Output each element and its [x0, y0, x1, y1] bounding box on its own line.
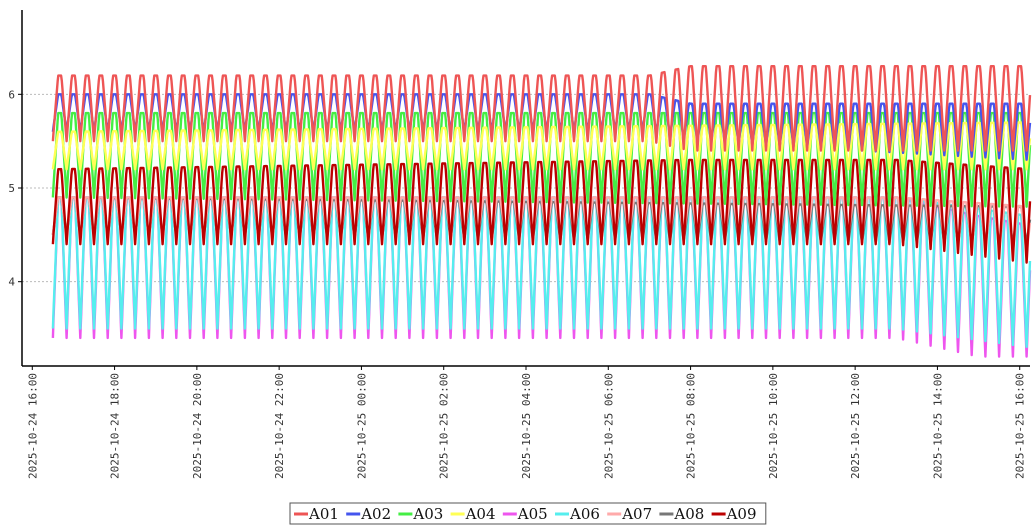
series-line-a03 — [51, 111, 1032, 208]
legend-label-a03: A03 — [412, 505, 443, 523]
x-tick-label: 2025-10-24 18:00 — [109, 373, 122, 479]
x-tick-label: 2025-10-25 10:00 — [767, 373, 780, 479]
x-tick-label: 2025-10-25 06:00 — [602, 373, 615, 479]
x-tick-label: 2025-10-25 08:00 — [685, 373, 698, 479]
x-tick-label: 2025-10-25 02:00 — [438, 373, 451, 479]
legend-label-a01: A01 — [308, 505, 339, 523]
legend-label-a08: A08 — [673, 505, 704, 523]
x-tick-label: 2025-10-25 16:00 — [1014, 373, 1027, 479]
x-tick-label: 2025-10-24 16:00 — [26, 373, 39, 479]
legend-box — [289, 502, 767, 525]
y-tick-label: 4 — [8, 276, 15, 289]
legend-label-a04: A04 — [465, 505, 496, 523]
x-tick-label: 2025-10-25 00:00 — [355, 373, 368, 479]
y-tick-label: 6 — [8, 88, 15, 101]
x-tick-label: 2025-10-25 14:00 — [931, 373, 944, 479]
y-tick-label: 5 — [8, 182, 15, 195]
x-tick-label: 2025-10-24 20:00 — [191, 373, 204, 479]
x-tick-label: 2025-10-25 04:00 — [520, 373, 533, 479]
series-line-a04 — [51, 121, 1032, 171]
legend-label-a02: A02 — [360, 505, 391, 523]
axes: 4 5 6 2025-10-24 16:00 2025-10-24 18:00 2025-… — [8, 10, 1030, 479]
legend-label-a06: A06 — [569, 505, 600, 523]
legend-label-a07: A07 — [621, 505, 652, 523]
series-line-a01 — [51, 65, 1032, 152]
legend-label-a05: A05 — [517, 505, 548, 523]
series-line-a06 — [51, 196, 1032, 348]
x-tick-label: 2025-10-24 22:00 — [273, 373, 286, 479]
series-layer — [51, 65, 1032, 358]
legend: A01 A02 A03 A04 A05 A06 A07 A08 A09 — [289, 502, 767, 525]
series-line-a09 — [51, 158, 1032, 264]
x-tick-label: 2025-10-25 12:00 — [849, 373, 862, 479]
legend-label-a09: A09 — [726, 505, 757, 523]
